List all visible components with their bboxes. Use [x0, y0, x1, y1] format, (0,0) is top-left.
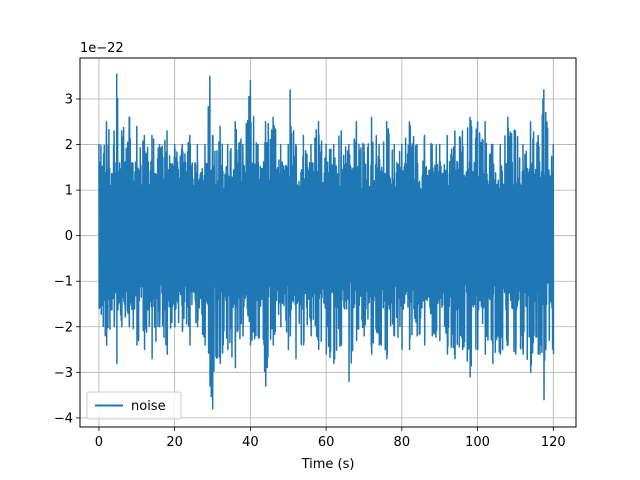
x-tick-label: 40 — [242, 435, 259, 450]
y-axis-ticks: −4 −3 −2 −1 0 1 2 3 — [54, 93, 80, 426]
y-tick-label: 1 — [65, 184, 73, 199]
x-axis-label: Time (s) — [301, 457, 355, 472]
x-tick-label: 100 — [465, 435, 490, 450]
x-axis-ticks: 0 20 40 60 80 100 120 — [95, 427, 566, 450]
x-tick-label: 0 — [95, 435, 103, 450]
x-tick-label: 120 — [541, 435, 566, 450]
y-tick-label: −1 — [54, 275, 73, 290]
x-tick-label: 80 — [394, 435, 411, 450]
x-tick-label: 20 — [166, 435, 183, 450]
y-tick-label: 2 — [65, 138, 73, 153]
y-tick-label: −2 — [54, 320, 73, 335]
x-tick-label: 60 — [318, 435, 335, 450]
y-axis-scale-label: 1e−22 — [80, 41, 124, 56]
y-tick-label: 3 — [65, 93, 73, 108]
legend: noise — [86, 391, 182, 420]
legend-box — [86, 391, 182, 420]
y-tick-label: 0 — [65, 229, 73, 244]
series-line-noise — [98, 73, 555, 410]
legend-label-noise: noise — [131, 399, 166, 414]
series-layer — [98, 73, 555, 410]
y-tick-label: −3 — [54, 366, 73, 381]
y-tick-label: −4 — [54, 411, 73, 426]
plot-frame — [79, 57, 577, 428]
